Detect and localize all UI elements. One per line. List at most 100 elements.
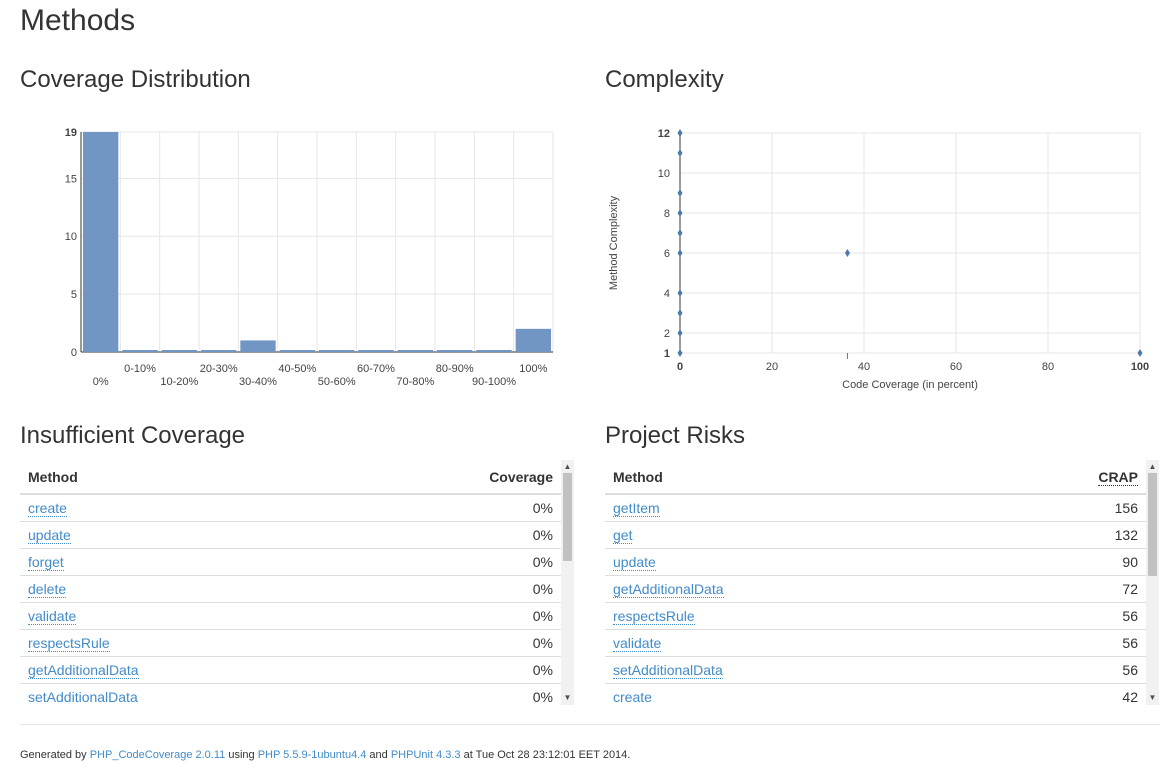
scroll-up-arrow-icon[interactable]: ▲ — [563, 462, 572, 471]
method-cell: setAdditionalData — [605, 656, 981, 684]
project-risks-table-container[interactable]: Method CRAP getItem 156 get 132 update 90 getA… — [605, 460, 1146, 705]
method-link[interactable]: getItem — [613, 499, 660, 517]
coverage-value-cell: 0% — [351, 521, 561, 549]
method-link[interactable]: update — [613, 553, 656, 571]
scroll-thumb[interactable] — [1148, 473, 1157, 576]
data-point — [677, 289, 683, 297]
footer: Generated by PHP_CodeCoverage 2.0.11 usi… — [20, 749, 630, 761]
method-link[interactable]: create — [28, 499, 67, 517]
method-link[interactable]: getAdditionalData — [613, 580, 724, 598]
table-row: respectsRule 56 — [605, 602, 1146, 630]
table-row: setAdditionalData 56 — [605, 656, 1146, 684]
php-codecoverage-link[interactable]: PHP_CodeCoverage 2.0.11 — [89, 749, 226, 761]
y-tick-label: 5 — [71, 289, 77, 301]
method-link[interactable]: validate — [613, 634, 662, 652]
scroll-down-arrow-icon[interactable]: ▼ — [563, 693, 572, 702]
method-link[interactable]: validate — [28, 607, 77, 625]
y-tick-label: 15 — [65, 173, 77, 185]
crap-value-cell: 90 — [980, 548, 1146, 576]
table-row: delete 0% — [20, 575, 561, 603]
project-risks-scrollbar[interactable]: ▲ ▼ — [1146, 460, 1159, 705]
method-column-header: Method — [20, 460, 352, 495]
x-axis-label: Code Coverage (in percent) — [842, 379, 978, 391]
method-cell: setAdditionalData — [20, 683, 352, 705]
method-link[interactable]: get — [613, 526, 633, 544]
method-link[interactable]: update — [28, 526, 71, 544]
method-cell: create — [605, 683, 981, 705]
x-tick-label: 0 — [677, 361, 683, 373]
bar — [201, 350, 237, 352]
crap-value-cell: 132 — [980, 521, 1146, 549]
x-tick-label: 0% — [93, 376, 109, 388]
footer-divider — [20, 724, 1160, 725]
table-row: getAdditionalData 72 — [605, 575, 1146, 603]
table-row: validate 56 — [605, 629, 1146, 657]
scroll-up-arrow-icon[interactable]: ▲ — [1148, 462, 1157, 471]
x-tick-label: 90-100% — [472, 376, 516, 388]
method-cell: validate — [20, 602, 352, 630]
page-title: Methods — [20, 4, 136, 37]
method-link[interactable]: respectsRule — [613, 607, 695, 625]
x-tick-label: 50-60% — [318, 376, 356, 388]
method-column-header: Method — [605, 460, 981, 495]
y-tick-label: 12 — [658, 128, 670, 140]
method-link[interactable]: setAdditionalData — [28, 688, 138, 705]
coverage-value-cell: 0% — [351, 548, 561, 576]
bar — [161, 350, 197, 352]
coverage-value-cell: 0% — [351, 683, 561, 705]
data-point — [677, 329, 683, 337]
scroll-thumb[interactable] — [563, 473, 572, 561]
table-row: forget 0% — [20, 548, 561, 576]
y-tick-label: 8 — [664, 208, 670, 220]
x-tick-label: 0-10% — [124, 363, 156, 375]
method-link[interactable]: delete — [28, 580, 67, 598]
method-link[interactable]: respectsRule — [28, 634, 110, 652]
method-link[interactable]: getAdditionalData — [28, 661, 139, 679]
table-row: getAdditionalData 0% — [20, 656, 561, 684]
bar — [397, 350, 433, 352]
y-tick-label: 2 — [664, 328, 670, 340]
table-row: create 0% — [20, 494, 561, 522]
method-cell: respectsRule — [20, 629, 352, 657]
coverage-value-cell: 0% — [351, 656, 561, 684]
method-link[interactable]: forget — [28, 553, 64, 571]
method-cell: forget — [20, 548, 352, 576]
php-version-link[interactable]: PHP 5.5.9-1ubuntu4.4 — [257, 749, 367, 761]
phpunit-link[interactable]: PHPUnit 4.3.3 — [390, 749, 461, 761]
bar — [437, 350, 473, 352]
table-header-row: Method CRAP — [605, 460, 1146, 495]
bar — [122, 350, 158, 352]
insufficient-coverage-table-container[interactable]: Method Coverage create 0% update 0% forget 0%… — [20, 460, 561, 705]
table-row: create 42 — [605, 683, 1146, 705]
coverage-value-cell: 0% — [351, 494, 561, 522]
crap-value-cell: 156 — [980, 494, 1146, 522]
method-cell: getAdditionalData — [20, 656, 352, 684]
x-tick-label: 10-20% — [160, 376, 198, 388]
crap-value-cell: 56 — [980, 656, 1146, 684]
x-tick-label: 80 — [1042, 361, 1054, 373]
method-cell: update — [20, 521, 352, 549]
y-tick-label: 6 — [664, 248, 670, 260]
data-point — [677, 209, 683, 217]
bar — [279, 350, 315, 352]
bar — [319, 350, 355, 352]
x-tick-label: 70-80% — [396, 376, 434, 388]
table-row: respectsRule 0% — [20, 629, 561, 657]
crap-value-cell: 42 — [980, 683, 1146, 705]
method-link[interactable]: create — [613, 688, 652, 705]
data-point — [677, 149, 683, 157]
data-point — [1137, 349, 1143, 357]
data-point — [844, 249, 850, 257]
crap-value-cell: 56 — [980, 602, 1146, 630]
bar — [83, 132, 119, 352]
crap-column-header: CRAP — [980, 460, 1146, 495]
method-cell: respectsRule — [605, 602, 981, 630]
x-tick-label: 100% — [519, 363, 547, 375]
insufficient-coverage-scrollbar[interactable]: ▲ ▼ — [561, 460, 574, 705]
method-link[interactable]: setAdditionalData — [613, 661, 723, 679]
method-cell: update — [605, 548, 981, 576]
table-row: validate 0% — [20, 602, 561, 630]
x-tick-label: 100 — [1131, 361, 1149, 373]
x-tick-label: 20-30% — [200, 363, 238, 375]
scroll-down-arrow-icon[interactable]: ▼ — [1148, 693, 1157, 702]
